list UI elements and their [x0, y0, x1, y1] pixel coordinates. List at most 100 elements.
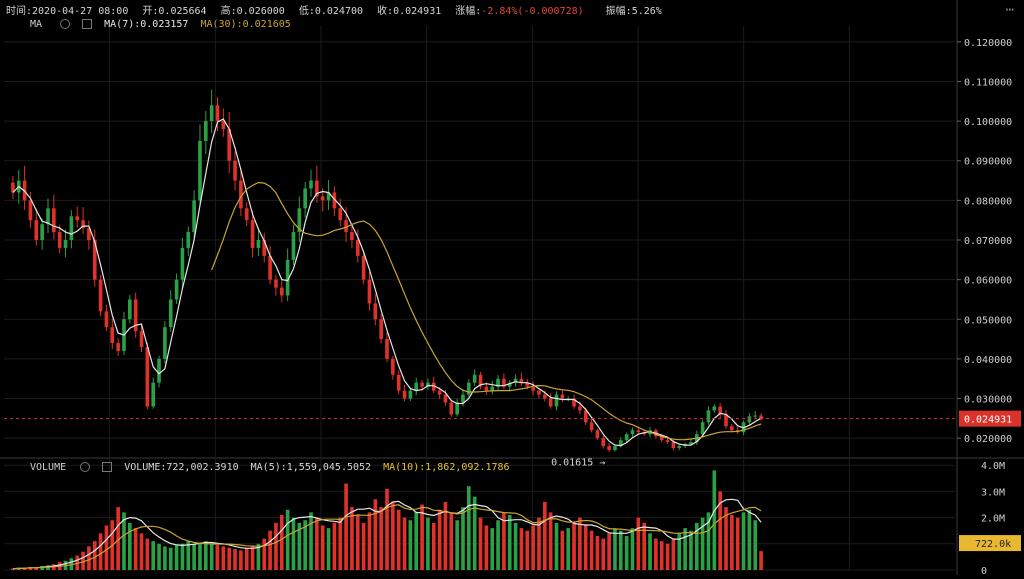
volume-bar: [636, 517, 641, 570]
candle-body: [659, 436, 664, 441]
candle-body: [502, 378, 506, 387]
volume-bar: [297, 522, 302, 570]
volume-bar: [326, 528, 331, 570]
volume-bar: [490, 528, 495, 570]
more-dots-icon[interactable]: ⋯: [1005, 2, 1014, 18]
close-icon[interactable]: [82, 19, 93, 29]
volume-bar: [227, 547, 231, 570]
candle-body: [233, 160, 237, 181]
candle-body: [338, 208, 343, 221]
ma30-value: MA(30):0.021605: [200, 19, 291, 30]
volume-settings-icon[interactable]: [80, 462, 91, 472]
volume-bar: [391, 501, 395, 570]
candle-body: [449, 402, 454, 415]
candle-body: [303, 188, 307, 209]
candle-body: [81, 220, 85, 229]
candle-body: [613, 446, 617, 451]
volume-bar: [677, 533, 682, 570]
candle-body: [589, 422, 594, 431]
volume-bar: [250, 546, 255, 570]
candle-body: [320, 196, 325, 201]
ma-legend-title: MA: [30, 19, 43, 30]
last-price-tag: [959, 410, 1021, 427]
volume-bar: [291, 517, 296, 570]
volume-bar: [455, 520, 459, 570]
volume-bar: [279, 515, 284, 570]
price-tick-label: 0.070000: [964, 236, 1012, 247]
volume-bar: [367, 512, 372, 570]
volume-close-icon[interactable]: [102, 462, 113, 472]
candle-body: [34, 220, 39, 241]
volume-bar: [168, 547, 173, 570]
volume-bar: [472, 496, 477, 570]
volume-bar: [174, 545, 179, 570]
candle-body: [262, 240, 267, 256]
volume-bar: [437, 509, 442, 570]
volume-legend: VOLUME VOLUME:722,002.3910 MA(5):1,559,0…: [30, 462, 516, 473]
candle-body: [712, 406, 717, 411]
candle-body: [297, 208, 302, 233]
volume-bar: [98, 533, 103, 570]
change-group: 涨幅:-2.84%(-0.000728): [455, 6, 591, 17]
candle-body: [665, 440, 670, 443]
low-price-annotation: 0.01615 →: [551, 457, 605, 468]
candle-body: [578, 406, 582, 411]
settings-icon[interactable]: [60, 19, 71, 29]
candle-body: [607, 446, 611, 451]
candle-body: [104, 311, 109, 328]
candle-body: [186, 232, 191, 248]
candle-body: [431, 382, 436, 391]
volume-tick-label: 0: [981, 566, 987, 575]
candle-body: [414, 382, 419, 391]
candle-body: [344, 220, 348, 233]
candle-body: [507, 382, 512, 387]
price-tick-label: 0.060000: [964, 276, 1012, 287]
volume-bar: [642, 522, 646, 570]
volume-bar: [689, 530, 693, 570]
candle-body: [203, 121, 208, 141]
candle-body: [724, 414, 728, 427]
volume-bar: [244, 547, 249, 570]
candle-body: [753, 415, 758, 417]
candle-body: [671, 442, 676, 449]
candle-body: [373, 303, 378, 320]
candle-body: [57, 232, 62, 248]
volume-bar: [426, 517, 430, 570]
time-label: 时间:2020-04-27 08:00: [6, 6, 129, 17]
candle-body: [759, 415, 763, 419]
candle-body: [636, 430, 641, 433]
last-volume-tag: [959, 535, 1021, 552]
candle-body: [700, 422, 705, 435]
volume-bar: [759, 551, 763, 570]
volume-bar: [192, 543, 196, 570]
open-label: 开:0.025664: [142, 6, 207, 17]
volume-bar: [712, 470, 717, 570]
close-label: 收:0.024931: [377, 6, 442, 17]
volume-bar: [139, 533, 144, 570]
candle-body: [484, 386, 489, 391]
volume-bar: [461, 507, 465, 570]
volume-bar: [648, 533, 652, 570]
volume-bar: [589, 530, 594, 570]
volume-bar: [215, 545, 220, 570]
volume-bar: [104, 525, 109, 570]
volume-bar: [747, 509, 752, 570]
volume-bar: [443, 501, 448, 570]
candle-body: [548, 398, 553, 407]
candle-body: [52, 208, 56, 233]
volume-bar: [583, 525, 588, 570]
volume-tick-label: 3.0M: [981, 487, 1005, 498]
volume-bar: [221, 546, 226, 570]
candle-body: [426, 382, 430, 387]
candle-body: [75, 216, 80, 221]
candle-body: [268, 255, 272, 280]
candle-body: [92, 240, 97, 280]
candle-body: [718, 406, 722, 415]
volume-bar: [531, 525, 535, 570]
volume-bar: [566, 528, 571, 570]
volume-bar: [303, 520, 307, 570]
volume-bar: [735, 517, 740, 570]
candle-body: [467, 382, 471, 395]
